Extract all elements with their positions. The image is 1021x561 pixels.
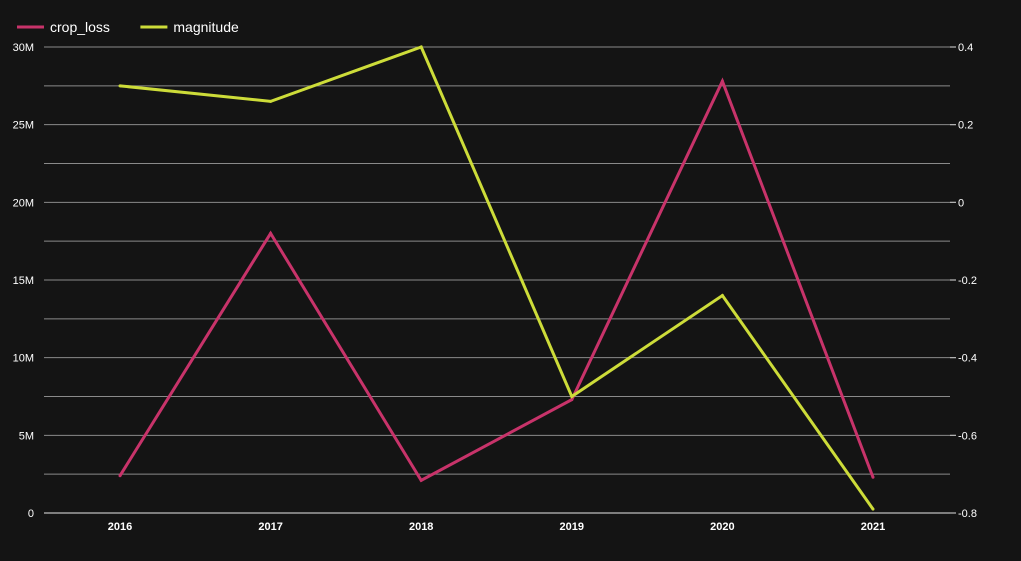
data-point-magnitude (419, 45, 423, 49)
right-tick-label: 0 (958, 197, 964, 209)
x-tick-label: 2021 (861, 521, 885, 533)
x-tick-label: 2018 (409, 521, 433, 533)
x-tick-label: 2017 (258, 521, 282, 533)
right-tick-label: -0.2 (958, 275, 977, 287)
data-point-magnitude (570, 395, 574, 398)
data-point-magnitude (720, 294, 724, 298)
x-tick-label: 2016 (108, 521, 132, 533)
data-point-crop_loss (871, 475, 875, 479)
series-line-crop_loss (118, 77, 875, 483)
x-axis-ticks: 2016 2017 2018 2019 2020 2021 (108, 521, 885, 533)
left-tick-label: 30M (13, 42, 34, 54)
right-tick-label: -0.8 (958, 508, 977, 520)
x-tick-label: 2020 (710, 521, 734, 533)
data-point-magnitude (269, 99, 273, 103)
right-tick-label: -0.6 (958, 430, 977, 442)
data-point-magnitude (118, 84, 122, 88)
legend-label: crop_loss (50, 19, 110, 35)
x-tick-label: 2019 (560, 521, 584, 533)
left-tick-label: 25M (13, 120, 34, 132)
data-point-crop_loss (419, 478, 423, 482)
data-point-crop_loss (570, 398, 574, 402)
left-tick-label: 0 (28, 508, 34, 520)
left-axis-ticks: 0 5M 10M 15M 20M 25M 30M (13, 42, 34, 520)
series-line-magnitude (119, 45, 875, 510)
left-tick-label: 5M (19, 430, 34, 442)
right-axis-ticks: 0.4 0.2 0 -0.2 -0.4 -0.6 -0.8 (950, 42, 977, 520)
legend: crop_loss magnitude (17, 19, 239, 35)
legend-label: magnitude (173, 19, 239, 35)
data-point-magnitude (871, 507, 875, 511)
right-tick-label: 0.2 (958, 120, 973, 132)
series-lines (118, 45, 875, 511)
gridlines (44, 46, 950, 514)
data-point-crop_loss (269, 231, 273, 235)
data-point-crop_loss (720, 79, 724, 83)
data-point-crop_loss (118, 474, 122, 478)
left-tick-label: 20M (13, 197, 34, 209)
left-tick-label: 15M (13, 275, 34, 287)
left-tick-label: 10M (13, 353, 34, 365)
right-tick-label: -0.4 (958, 353, 977, 365)
right-tick-label: 0.4 (958, 42, 973, 54)
